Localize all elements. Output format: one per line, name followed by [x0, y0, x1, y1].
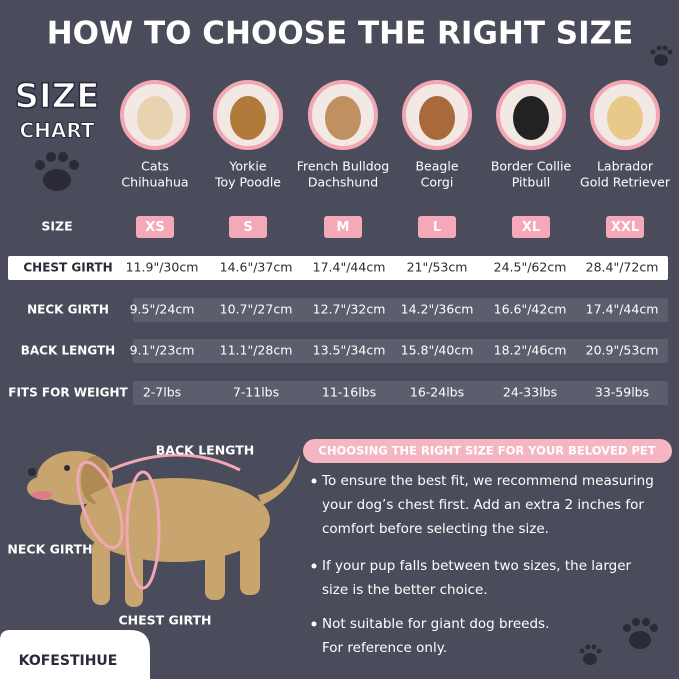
table-cell: 16.6"/42cm [494, 302, 567, 317]
breed-photo-dog [230, 96, 266, 140]
tip-text: your dog’s chest first. Add an extra 2 i… [322, 497, 644, 513]
breed-photo-dog [513, 96, 549, 140]
table-row [133, 381, 668, 405]
breed-name: Beagle [415, 159, 458, 174]
table-row [133, 298, 668, 322]
table-cell: 10.7"/27cm [220, 302, 293, 317]
breed-photo-dog [137, 96, 173, 140]
table-cell: 28.4"/72cm [586, 260, 659, 275]
tips-heading-bg [303, 439, 672, 463]
breed-photo-dog [419, 96, 455, 140]
size-badge [606, 216, 644, 238]
breed-name: Pitbull [512, 175, 550, 190]
table-cell: 9.1"/23cm [130, 343, 195, 358]
table-cell: 11.1"/28cm [220, 343, 293, 358]
brand: KOFESTIHUE [19, 653, 118, 669]
size-label: XXL [611, 220, 639, 235]
bullet [311, 478, 317, 484]
size-badge [136, 216, 174, 238]
badge-size: SIZE [14, 77, 99, 117]
tip-text: For reference only. [322, 640, 447, 656]
table-cell: 33-59lbs [595, 385, 649, 400]
size-badge [229, 216, 267, 238]
table-cell: 7-11lbs [233, 385, 279, 400]
breed-name: Corgi [421, 175, 454, 190]
breed-name: Yorkie [228, 159, 266, 174]
row-label: SIZE [41, 219, 72, 234]
tip-text: To ensure the best fit, we recommend mea… [321, 473, 654, 489]
table-cell: 21"/53cm [407, 260, 468, 275]
table-cell: 11-16lbs [322, 385, 376, 400]
breed-name: Border Collie [491, 159, 572, 174]
table-row [133, 339, 668, 363]
bullet [311, 621, 317, 627]
table-row [8, 256, 668, 280]
badge-chart: CHART [19, 119, 94, 143]
table-cell: 24-33lbs [503, 385, 557, 400]
row-label: FITS FOR WEIGHT [8, 386, 128, 400]
row-label: NECK GIRTH [27, 303, 109, 317]
size-label: L [433, 220, 441, 235]
table-cell: 20.9"/53cm [586, 343, 659, 358]
breed-name: Cats [141, 159, 169, 174]
table-cell: 14.2"/36cm [401, 302, 474, 317]
table-cell: 17.4"/44cm [586, 302, 659, 317]
neck-girth-label: NECK GIRTH [7, 542, 92, 557]
size-badge [418, 216, 456, 238]
table-cell: 15.8"/40cm [401, 343, 474, 358]
table-cell: 18.2"/46cm [494, 343, 567, 358]
row-label: CHEST GIRTH [23, 261, 112, 275]
paw-icon [579, 45, 673, 665]
tips-heading: CHOOSING THE RIGHT SIZE FOR YOUR BELOVED… [318, 444, 655, 458]
paw-icon [35, 152, 79, 191]
size-badge [324, 216, 362, 238]
chest-girth-label: CHEST GIRTH [118, 613, 211, 628]
measure-rings [76, 453, 241, 590]
breed-photo-dog [325, 96, 361, 140]
table-cell: 13.5"/34cm [313, 343, 386, 358]
breed-name: French Bulldog [297, 159, 390, 174]
tip-text: comfort before selecting the size. [322, 521, 549, 537]
breed-name: Gold Retriever [580, 175, 671, 190]
back-length-label: BACK LENGTH [156, 443, 254, 458]
table-cell: 12.7"/32cm [313, 302, 386, 317]
brand-bg [0, 630, 150, 679]
size-badge [512, 216, 550, 238]
size-label: M [337, 220, 350, 235]
tip-text: size is the better choice. [322, 582, 488, 598]
table-cell: 24.5"/62cm [494, 260, 567, 275]
title: HOW TO CHOOSE THE RIGHT SIZE [47, 16, 634, 52]
table-cell: 17.4"/44cm [313, 260, 386, 275]
breed-photo-dog [607, 96, 643, 140]
breed-name: Toy Poodle [214, 175, 281, 190]
size-label: XS [145, 220, 164, 235]
table-cell: 2-7lbs [143, 385, 181, 400]
breed-name: Dachshund [308, 175, 378, 190]
tip-text: If your pup falls between two sizes, the… [322, 558, 632, 574]
tip-text: Not suitable for giant dog breeds. [322, 616, 549, 632]
breed-name: Labrador [597, 159, 654, 174]
table-cell: 9.5"/24cm [130, 302, 195, 317]
breed-name: Chihuahua [121, 175, 188, 190]
size-label: XL [522, 220, 540, 235]
table-cell: 14.6"/37cm [220, 260, 293, 275]
row-label: BACK LENGTH [21, 344, 115, 358]
bullet [311, 563, 317, 569]
table-cell: 16-24lbs [410, 385, 464, 400]
size-label: S [243, 220, 252, 235]
table-cell: 11.9"/30cm [126, 260, 199, 275]
